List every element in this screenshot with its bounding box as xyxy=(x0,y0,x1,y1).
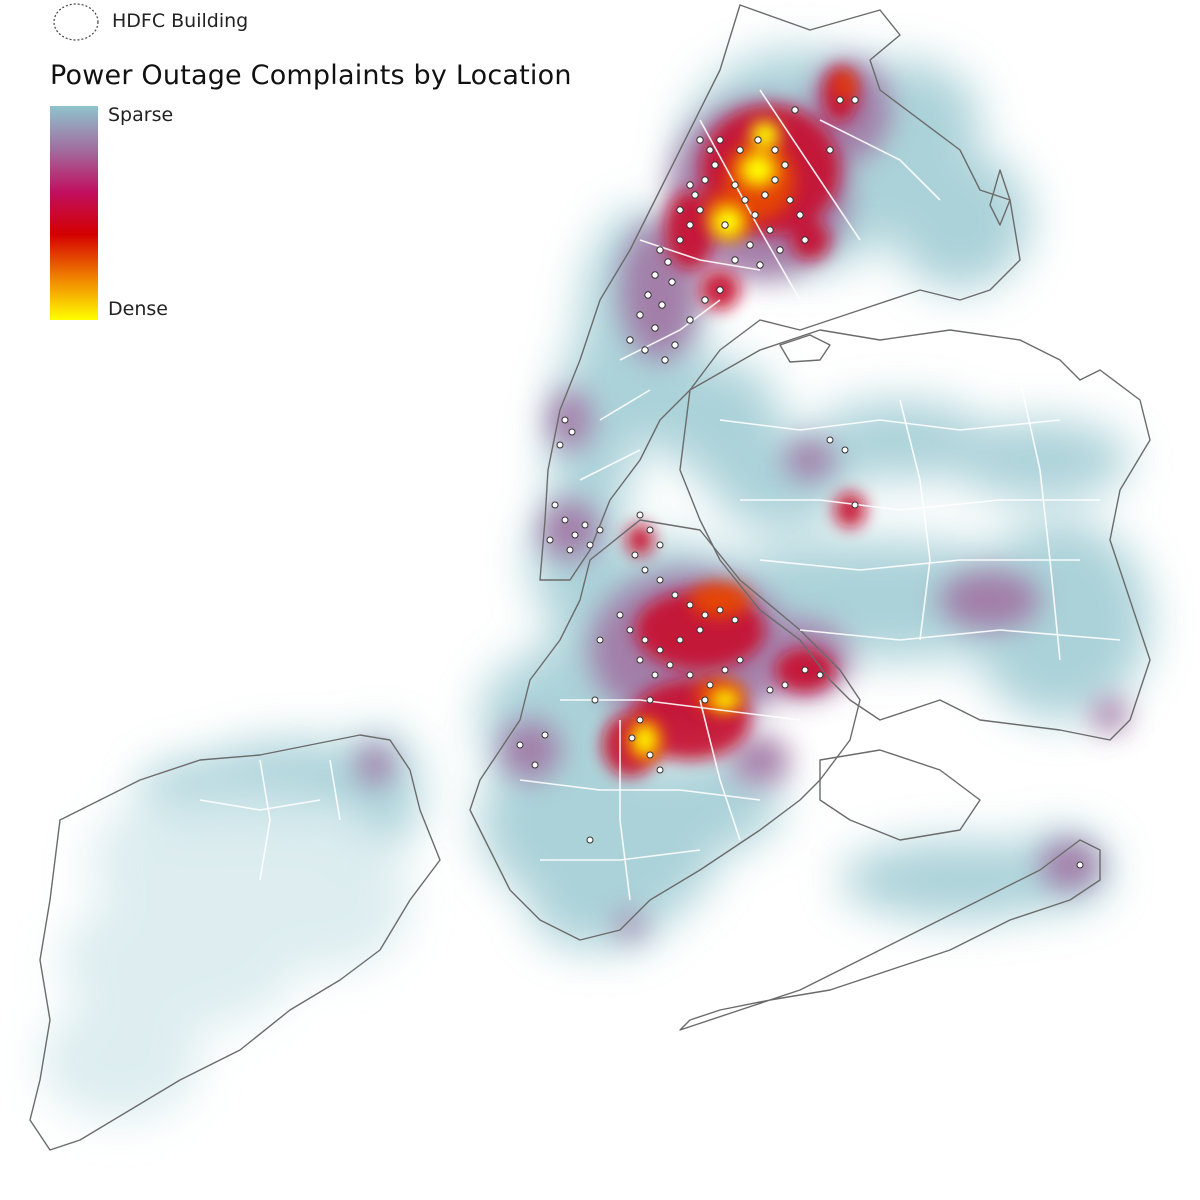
riker-island xyxy=(779,334,831,363)
dense-label: Dense xyxy=(108,298,168,320)
brooklyn-outline xyxy=(469,519,861,941)
map-title: Power Outage Complaints by Location xyxy=(50,60,572,91)
hdfc-building-symbol-icon xyxy=(53,3,99,41)
hdfc-building-label: HDFC Building xyxy=(112,10,249,32)
staten-island-outline xyxy=(29,734,441,1151)
jamaica-bay-islands xyxy=(819,749,981,841)
bronx-manhattan-outline xyxy=(539,4,1021,581)
density-color-ramp xyxy=(50,106,98,320)
borough-outlines xyxy=(29,4,1151,1151)
sparse-label: Sparse xyxy=(108,104,174,126)
city-island xyxy=(989,169,1011,226)
hdfc-markers xyxy=(516,96,1084,869)
heat-layer-staten-island xyxy=(40,780,410,1120)
rockaway-outline xyxy=(679,839,1101,1031)
neighborhood-lines xyxy=(199,89,1121,901)
queens-outline xyxy=(679,329,1151,741)
